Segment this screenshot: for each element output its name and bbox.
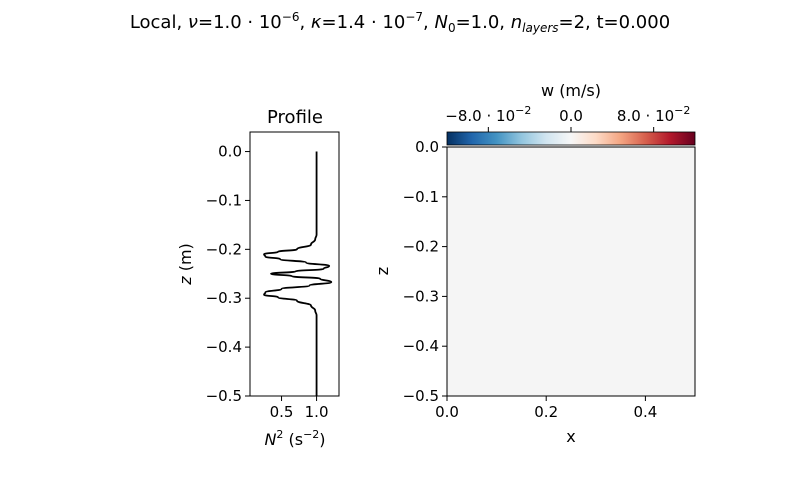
profile-title: Profile (267, 107, 323, 128)
profile-curve (263, 151, 333, 396)
profile-y-tick-label: 0.0 (218, 143, 242, 161)
profile-x-ticks: 0.5 1.0 (270, 396, 329, 421)
profile-y-tick-label: −0.5 (206, 387, 242, 405)
w-field-heatmap (447, 147, 695, 396)
field-x-ticks: 0.0 0.2 0.4 (435, 396, 657, 421)
field-panel: 0.0 −0.1 −0.2 −0.3 −0.4 −0.5 0.0 0.2 0.4 z x (373, 138, 696, 446)
field-y-tick-label: −0.1 (403, 188, 439, 206)
colorbar-tick-label: −8.0 · 10−2 (445, 104, 531, 125)
field-x-tick-label: 0.2 (534, 403, 558, 421)
profile-y-ticks: 0.0 −0.1 −0.2 −0.3 −0.4 −0.5 (206, 143, 250, 405)
figure-title: Local, ν=1.0 · 10−6, κ=1.4 · 10−7, N0=1.… (130, 10, 670, 35)
profile-axes-frame (249, 131, 340, 397)
field-y-tick-label: −0.3 (403, 287, 439, 305)
profile-y-tick-label: −0.1 (206, 191, 242, 209)
colorbar-tick-label: 8.0 · 10−2 (617, 104, 690, 125)
profile-x-label: N2 (s−2) (264, 428, 325, 449)
profile-x-tick-label: 0.5 (270, 403, 294, 421)
field-y-label: z (373, 267, 392, 275)
profile-y-tick-label: −0.3 (206, 289, 242, 307)
profile-y-tick-label: −0.2 (206, 240, 242, 258)
colorbar: −8.0 · 10−2 0.0 8.0 · 10−2 w (m/s) (445, 81, 696, 146)
field-y-tick-label: 0.0 (415, 138, 439, 156)
colorbar-ticks: −8.0 · 10−2 0.0 8.0 · 10−2 (445, 104, 690, 132)
field-y-tick-label: −0.5 (403, 387, 439, 405)
profile-y-label: z (m) (176, 243, 195, 286)
field-y-tick-label: −0.2 (403, 238, 439, 256)
profile-panel: Profile 0.0 −0.1 −0.2 −0.3 −0.4 −0.5 0.5 1.0 z… (176, 107, 340, 449)
colorbar-label: w (m/s) (541, 81, 601, 100)
field-y-tick-label: −0.4 (403, 337, 439, 355)
field-x-tick-label: 0.4 (633, 403, 657, 421)
field-y-ticks: 0.0 −0.1 −0.2 −0.3 −0.4 −0.5 (403, 138, 447, 405)
profile-y-tick-label: −0.4 (206, 338, 242, 356)
field-axes-frame (446, 146, 696, 397)
colorbar-tick-label: 0.0 (559, 107, 583, 125)
field-x-tick-label: 0.0 (435, 403, 459, 421)
profile-x-tick-label: 1.0 (305, 403, 329, 421)
colorbar-gradient (447, 132, 695, 145)
field-x-label: x (566, 427, 575, 446)
